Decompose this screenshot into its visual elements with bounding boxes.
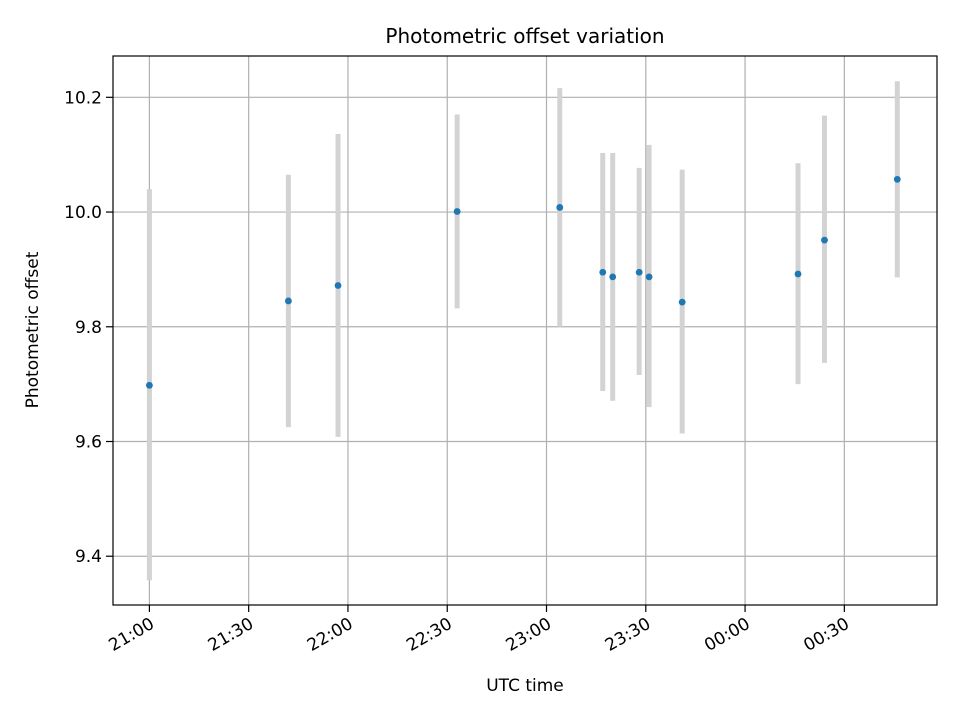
data-point xyxy=(556,204,564,211)
x-tick-label: 23:00 xyxy=(503,614,555,656)
plot-frame xyxy=(112,55,938,606)
chart-title: Photometric offset variation xyxy=(385,24,664,48)
x-tick-label: 00:00 xyxy=(701,614,753,656)
y-tick-label: 9.4 xyxy=(75,547,102,567)
data-point xyxy=(453,208,461,215)
data-point xyxy=(645,273,653,281)
y-axis-ticks: 9.4 9.6 9.8 10.0 10.2 xyxy=(64,88,113,567)
data-point xyxy=(678,298,686,306)
grid-lines xyxy=(113,56,937,605)
data-point xyxy=(635,268,643,276)
x-tick-label: 23:30 xyxy=(602,614,654,656)
x-tick-label: 22:30 xyxy=(403,614,455,656)
x-axis-label: UTC time xyxy=(486,676,564,696)
error-bars xyxy=(146,81,900,581)
data-point xyxy=(821,236,828,244)
data-point xyxy=(334,282,342,289)
x-tick-label: 00:30 xyxy=(800,614,852,656)
data-point xyxy=(146,381,153,389)
x-tick-label: 21:30 xyxy=(205,614,257,656)
y-axis-label: Photometric offset xyxy=(23,251,43,408)
data-point xyxy=(599,268,607,276)
data-point xyxy=(284,297,292,305)
y-tick-label: 9.8 xyxy=(75,318,102,338)
data-point xyxy=(893,175,901,183)
data-point xyxy=(609,273,617,281)
data-points xyxy=(146,175,901,389)
x-axis-ticks: 21:00 21:30 22:00 22:30 23:00 23:30 00:00 00:30 xyxy=(105,605,853,656)
y-tick-label: 9.6 xyxy=(75,433,102,453)
y-tick-label: 10.2 xyxy=(64,88,102,108)
y-tick-label: 10.0 xyxy=(64,203,102,223)
x-tick-label: 21:00 xyxy=(105,614,157,656)
x-tick-label: 22:00 xyxy=(304,614,356,656)
data-point xyxy=(794,270,802,278)
